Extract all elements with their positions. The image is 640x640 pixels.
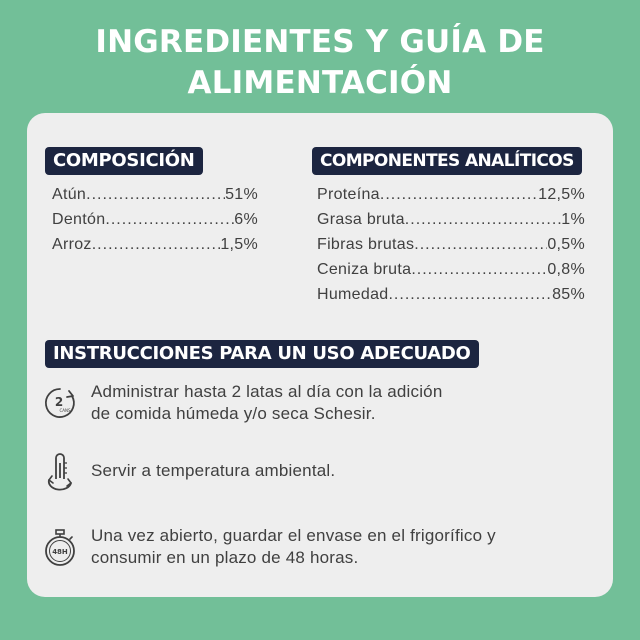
stopwatch-48h-icon: 48H <box>45 529 75 566</box>
list-item: Atún 51% <box>52 182 258 207</box>
dot-leader <box>380 182 538 207</box>
item-name: Proteína <box>317 186 380 203</box>
item-name: Grasa bruta <box>317 211 405 228</box>
list-item: Dentón 6% <box>52 207 258 232</box>
item-value: 1% <box>561 211 585 228</box>
dot-leader <box>388 282 552 307</box>
item-name: Fibras brutas <box>317 236 415 253</box>
thermometer-icon <box>47 453 72 491</box>
item-name: Atún <box>52 186 87 203</box>
list-item: Proteína 12,5% <box>317 182 585 207</box>
page-title-line-1: INGREDIENTES Y GUÍA DE <box>95 24 545 60</box>
item-value: 12,5% <box>538 186 585 203</box>
dot-leader <box>86 182 225 207</box>
composition-heading: COMPOSICIÓN <box>45 147 203 175</box>
instruction-line: Administrar hasta 2 latas al día con la … <box>91 382 443 401</box>
instruction-line: Una vez abierto, guardar el envase en el… <box>91 526 496 545</box>
info-card: COMPOSICIÓN Atún 51% Dentón 6% Arroz 1,5% C… <box>27 113 613 597</box>
instruction-line: de comida húmeda y/o seca Schesir. <box>91 404 376 423</box>
item-value: 0,5% <box>547 236 585 253</box>
list-item: Ceniza bruta 0,8% <box>317 257 585 282</box>
item-value: 51% <box>225 186 258 203</box>
list-item: Humedad 85% <box>317 282 585 307</box>
instruction-storage: 48H Una vez abierto, guardar el envase e… <box>43 525 603 569</box>
dot-leader <box>105 207 234 232</box>
icon-text: 48H <box>52 548 68 556</box>
item-name: Ceniza bruta <box>317 261 412 278</box>
instruction-line: Servir a temperatura ambiental. <box>91 461 336 480</box>
item-name: Humedad <box>317 286 389 303</box>
icon-text: 2 <box>55 395 63 409</box>
item-name: Arroz <box>52 236 92 253</box>
analytical-list: Proteína 12,5% Grasa bruta 1% Fibras bruta… <box>317 182 585 307</box>
list-item: Fibras brutas 0,5% <box>317 232 585 257</box>
instruction-feeding: 2 CANS Administrar hasta 2 latas al día … <box>43 381 603 425</box>
two-cans-per-day-icon: 2 CANS <box>44 388 75 418</box>
item-value: 0,8% <box>547 261 585 278</box>
list-item: Arroz 1,5% <box>52 232 258 257</box>
instruction-temperature: Servir a temperatura ambiental. <box>43 451 603 491</box>
composition-list: Atún 51% Dentón 6% Arroz 1,5% <box>52 182 258 257</box>
dot-leader <box>405 207 561 232</box>
page-title: INGREDIENTES Y GUÍA DE ALIMENTACIÓN <box>0 22 640 104</box>
item-value: 85% <box>552 286 585 303</box>
list-item: Grasa bruta 1% <box>317 207 585 232</box>
item-value: 1,5% <box>220 236 258 253</box>
icon-subtext: CANS <box>59 408 71 413</box>
dot-leader <box>92 232 221 257</box>
dot-leader <box>411 257 547 282</box>
analytical-heading: COMPONENTES ANALÍTICOS <box>312 147 582 175</box>
page-title-line-2: ALIMENTACIÓN <box>187 65 453 101</box>
instruction-line: consumir en un plazo de 48 horas. <box>91 548 359 567</box>
item-value: 6% <box>234 211 258 228</box>
instructions-heading: INSTRUCCIONES PARA UN USO ADECUADO <box>45 340 479 368</box>
item-name: Dentón <box>52 211 106 228</box>
dot-leader <box>414 232 547 257</box>
